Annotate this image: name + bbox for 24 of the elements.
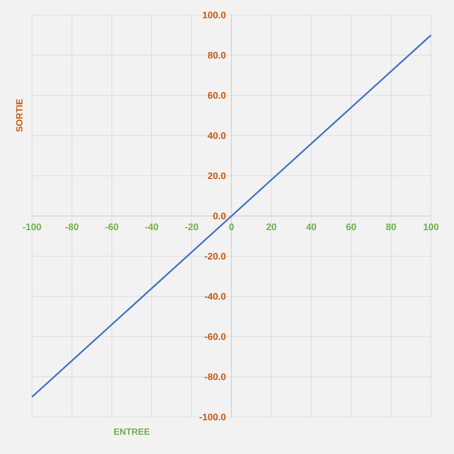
y-tick-label: 0.0 [213, 212, 226, 220]
y-tick-label: 60.0 [208, 92, 226, 99]
x-tick-label: -80 [65, 224, 78, 230]
y-tick-label: 80.0 [208, 52, 226, 59]
y-tick-label: -80.0 [204, 373, 226, 380]
y-tick-label: -60.0 [204, 333, 226, 340]
y-tick-label: 20.0 [208, 172, 226, 180]
x-tick-label: -100 [22, 224, 42, 230]
x-tick-label: 40 [306, 224, 316, 230]
x-tick-label: 80 [386, 224, 396, 230]
x-tick-label: 60 [346, 224, 356, 230]
y-tick-label: -20.0 [204, 252, 226, 260]
y-tick-label: 40.0 [208, 132, 226, 139]
y-tick-label: 100.0 [202, 12, 226, 18]
x-tick-label: 100 [424, 224, 439, 230]
x-tick-label: -20 [185, 224, 198, 230]
y-tick-label: -40.0 [204, 293, 226, 300]
x-tick-label: -60 [105, 224, 118, 230]
x-tick-label: 0 [229, 224, 234, 230]
y-tick-label: -100.0 [200, 414, 226, 420]
x-axis-title: ENTREE [114, 428, 150, 435]
x-tick-label: 20 [266, 224, 276, 230]
y-axis-title: SORTIE [16, 99, 22, 132]
x-tick-label: -40 [145, 224, 158, 230]
